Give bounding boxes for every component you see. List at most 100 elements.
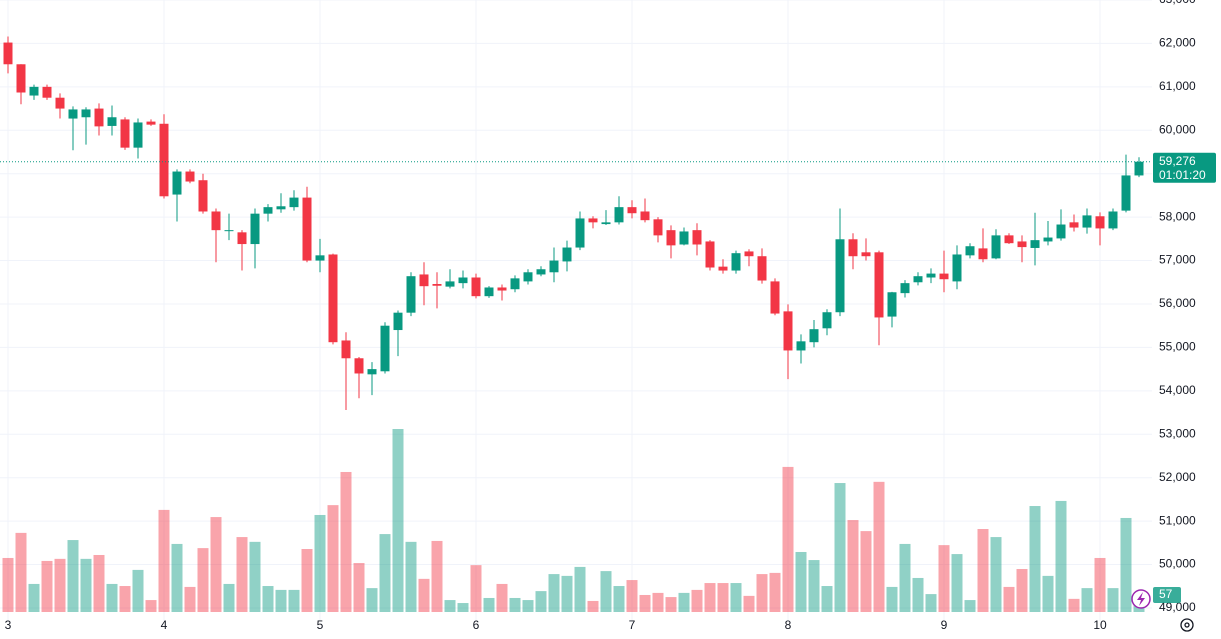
- candle-body: [1108, 211, 1118, 229]
- volume-bar: [67, 540, 79, 612]
- volume-bar: [15, 532, 27, 612]
- volume-bar: [184, 586, 196, 612]
- volume-layer: [2, 429, 1145, 612]
- x-tick-label: 5: [317, 618, 324, 632]
- volume-bar: [444, 600, 456, 612]
- volume-bar: [821, 586, 833, 612]
- lightning-icon[interactable]: [1131, 589, 1151, 609]
- candle-body: [445, 281, 455, 287]
- volume-bar: [158, 509, 170, 612]
- volume-bar: [873, 481, 885, 612]
- x-tick-label: 3: [5, 618, 12, 632]
- volume-label: 57: [1159, 587, 1173, 601]
- candle-body: [107, 117, 117, 126]
- candle-body: [926, 273, 936, 278]
- volume-bar: [379, 534, 391, 612]
- candle-body: [653, 219, 663, 236]
- volume-bar: [366, 588, 378, 612]
- volume-bar: [288, 589, 300, 612]
- volume-bar: [1016, 569, 1028, 612]
- volume-bar: [80, 558, 92, 612]
- candle-body: [900, 283, 910, 294]
- volume-bar: [1120, 517, 1132, 612]
- volume-bar: [600, 571, 612, 612]
- candle-body: [978, 248, 988, 260]
- volume-bar: [249, 541, 261, 612]
- candle-body: [3, 42, 13, 65]
- volume-bar: [210, 517, 222, 612]
- volume-bar: [1094, 557, 1106, 612]
- candle-body: [315, 255, 325, 261]
- candle-body: [432, 284, 442, 286]
- candle-body: [302, 197, 312, 261]
- candle-body: [1069, 222, 1079, 228]
- volume-bar: [392, 429, 404, 612]
- candle-body: [679, 231, 689, 245]
- volume-bar: [925, 594, 937, 612]
- y-tick-label: 57,000: [1159, 253, 1196, 267]
- volume-bar: [132, 569, 144, 612]
- candle-body: [666, 230, 676, 246]
- y-tick-label: 52,000: [1159, 470, 1196, 484]
- volume-bar: [691, 589, 703, 612]
- x-tick-label: 7: [629, 618, 636, 632]
- volume-bar: [1042, 575, 1054, 612]
- candle-body: [419, 274, 429, 287]
- candle-body: [770, 281, 780, 314]
- candle-body: [510, 278, 520, 290]
- candle-body: [471, 277, 481, 297]
- settings-icon[interactable]: [1180, 618, 1194, 632]
- candle-body: [497, 287, 507, 291]
- candle-body: [1134, 161, 1144, 176]
- candle-body: [874, 252, 884, 318]
- x-tick-label: 6: [473, 618, 480, 632]
- candle-body: [861, 252, 871, 257]
- y-tick-label: 58,000: [1159, 209, 1196, 223]
- volume-bar: [782, 466, 794, 612]
- candle-body: [835, 239, 845, 313]
- candle-body: [81, 109, 91, 118]
- volume-bar: [431, 540, 443, 612]
- candle-body: [55, 97, 65, 109]
- candle-body: [809, 329, 819, 343]
- volume-bar: [483, 597, 495, 612]
- volume-bar: [197, 548, 209, 612]
- y-tick-label: 54,000: [1159, 383, 1196, 397]
- candle-body: [406, 276, 416, 313]
- volume-bar: [340, 471, 352, 612]
- volume-bar: [730, 583, 742, 612]
- candle-body: [575, 218, 585, 248]
- candle-body: [94, 108, 104, 127]
- volume-bar: [236, 537, 248, 612]
- candle-body: [731, 253, 741, 271]
- candle-body: [458, 277, 468, 284]
- volume-bar: [353, 563, 365, 612]
- volume-bar: [1029, 506, 1041, 612]
- volume-bar: [561, 575, 573, 612]
- candle-layer: [3, 36, 1144, 410]
- x-tick-label: 8: [785, 618, 792, 632]
- volume-bar: [964, 600, 976, 612]
- candle-body: [16, 64, 26, 93]
- volume-bar: [808, 560, 820, 612]
- candle-body: [29, 86, 39, 96]
- y-tick-label: 61,000: [1159, 79, 1196, 93]
- candle-body: [1004, 235, 1014, 244]
- volume-bar: [496, 583, 508, 612]
- last-price-box: [1153, 152, 1216, 183]
- volume-bar: [860, 531, 872, 612]
- candle-body: [913, 276, 923, 283]
- volume-bar: [665, 597, 677, 612]
- x-tick-label: 9: [941, 618, 948, 632]
- volume-bar: [314, 514, 326, 612]
- volume-bar: [522, 600, 534, 612]
- volume-bar: [574, 566, 586, 612]
- y-tick-label: 62,000: [1159, 36, 1196, 50]
- candle-body: [133, 122, 143, 148]
- candle-body: [250, 213, 260, 245]
- volume-bar: [847, 520, 859, 612]
- candle-body: [276, 206, 286, 210]
- candle-body: [289, 197, 299, 208]
